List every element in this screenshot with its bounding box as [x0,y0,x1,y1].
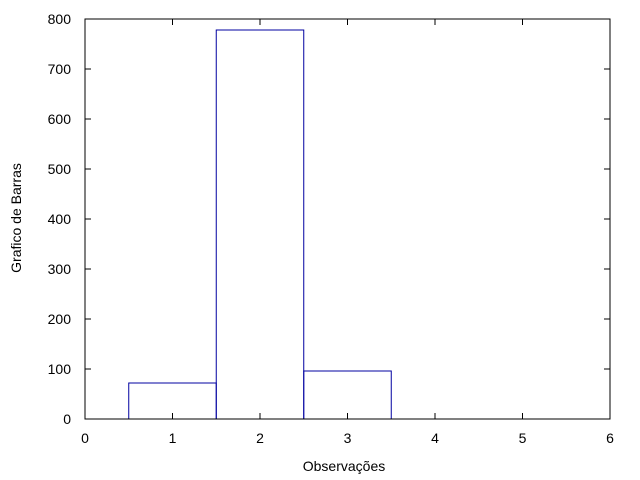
bar-3 [303,370,392,420]
plot-frame [84,18,611,420]
x-tick-label: 1 [169,430,177,446]
y-tick-label: 700 [48,61,72,77]
bars-group [128,29,392,420]
y-axis-label: Grafico de Barras [8,163,24,273]
bar-2 [215,29,305,420]
x-axis-label: Observações [303,458,385,474]
y-tick-label: 100 [48,361,72,377]
y-tick-label: 600 [48,111,72,127]
y-tick-labels: 0 100 200 300 400 500 600 700 800 [48,11,72,427]
y-tick-label: 0 [63,411,71,427]
y-tick-label: 200 [48,311,72,327]
x-tick-label: 3 [344,430,352,446]
y-tick-label: 400 [48,211,72,227]
y-tick-label: 500 [48,161,72,177]
x-tick-label: 0 [81,430,89,446]
y-tick-label: 300 [48,261,72,277]
x-tick-label: 6 [606,430,614,446]
x-tick-label: 5 [519,430,527,446]
x-tick-label: 4 [431,430,439,446]
x-tick-label: 2 [256,430,264,446]
x-tick-labels: 0 1 2 3 4 5 6 [81,430,614,446]
y-tick-label: 800 [48,11,72,27]
ticks-group [84,18,611,420]
